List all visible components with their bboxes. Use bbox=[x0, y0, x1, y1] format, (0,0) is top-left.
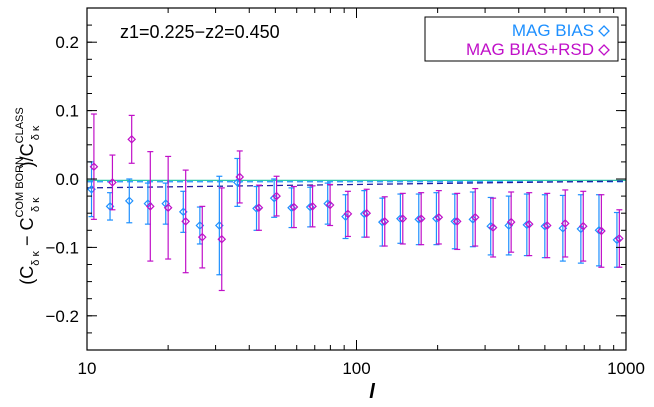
legend-label-mag-bias-rsd: MAG BIAS+RSD bbox=[466, 40, 594, 59]
series-layer bbox=[87, 113, 624, 292]
data-point bbox=[398, 214, 408, 224]
data-point bbox=[542, 221, 552, 230]
plot-area bbox=[86, 113, 627, 292]
data-point bbox=[524, 219, 534, 229]
data-point bbox=[560, 219, 570, 228]
legend: MAG BIAS MAG BIAS+RSD bbox=[424, 16, 619, 62]
data-point bbox=[272, 191, 281, 201]
y-tick-label: 0.0 bbox=[55, 170, 79, 189]
y-tick-label: −0.1 bbox=[45, 238, 79, 257]
data-point bbox=[308, 202, 317, 211]
data-point bbox=[434, 212, 444, 222]
data-point bbox=[124, 196, 134, 206]
data-point bbox=[197, 232, 207, 242]
data-point bbox=[506, 217, 516, 227]
data-point bbox=[289, 202, 299, 212]
data-point bbox=[325, 200, 335, 210]
y-axis-title: (Cδ κ − CCOM BORN δ κ)/CCLASS δ κ bbox=[14, 107, 42, 284]
data-point bbox=[362, 208, 372, 218]
series-mag-bias-rsd bbox=[89, 113, 624, 292]
reference-lines bbox=[86, 179, 627, 189]
data-point bbox=[380, 217, 390, 226]
y-tick-label: 0.1 bbox=[55, 102, 79, 121]
data-point bbox=[254, 203, 264, 213]
x-tick-label: 10 bbox=[78, 359, 97, 378]
data-point bbox=[343, 209, 353, 219]
legend-marker-mag-bias bbox=[598, 25, 610, 37]
data-point bbox=[416, 214, 426, 224]
ticks-layer: −0.2 −0.1 0.0 0.1 0.2 10 100 1000 bbox=[45, 7, 645, 378]
data-point bbox=[127, 134, 137, 144]
data-point bbox=[452, 217, 462, 226]
x-axis-title: l bbox=[369, 381, 375, 403]
data-point bbox=[181, 217, 191, 226]
redshift-annotation: z1=0.225−z2=0.450 bbox=[120, 22, 280, 42]
data-point bbox=[235, 172, 245, 182]
data-point bbox=[614, 234, 624, 243]
data-point bbox=[597, 226, 606, 236]
legend-marker-mag-bias-rsd bbox=[598, 44, 610, 56]
y-tick-label: −0.2 bbox=[45, 307, 79, 326]
data-point bbox=[89, 162, 99, 172]
data-point bbox=[217, 234, 227, 244]
y-tick-label: 0.2 bbox=[55, 33, 79, 52]
x-tick-label: 100 bbox=[342, 359, 370, 378]
x-tick-label: 1000 bbox=[607, 359, 645, 378]
data-point bbox=[488, 223, 498, 232]
legend-box bbox=[424, 16, 619, 62]
data-point bbox=[163, 203, 173, 213]
data-point bbox=[578, 221, 588, 231]
legend-label-mag-bias: MAG BIAS bbox=[512, 21, 594, 40]
data-point bbox=[145, 202, 155, 211]
data-point bbox=[108, 178, 117, 187]
data-point bbox=[470, 212, 480, 222]
